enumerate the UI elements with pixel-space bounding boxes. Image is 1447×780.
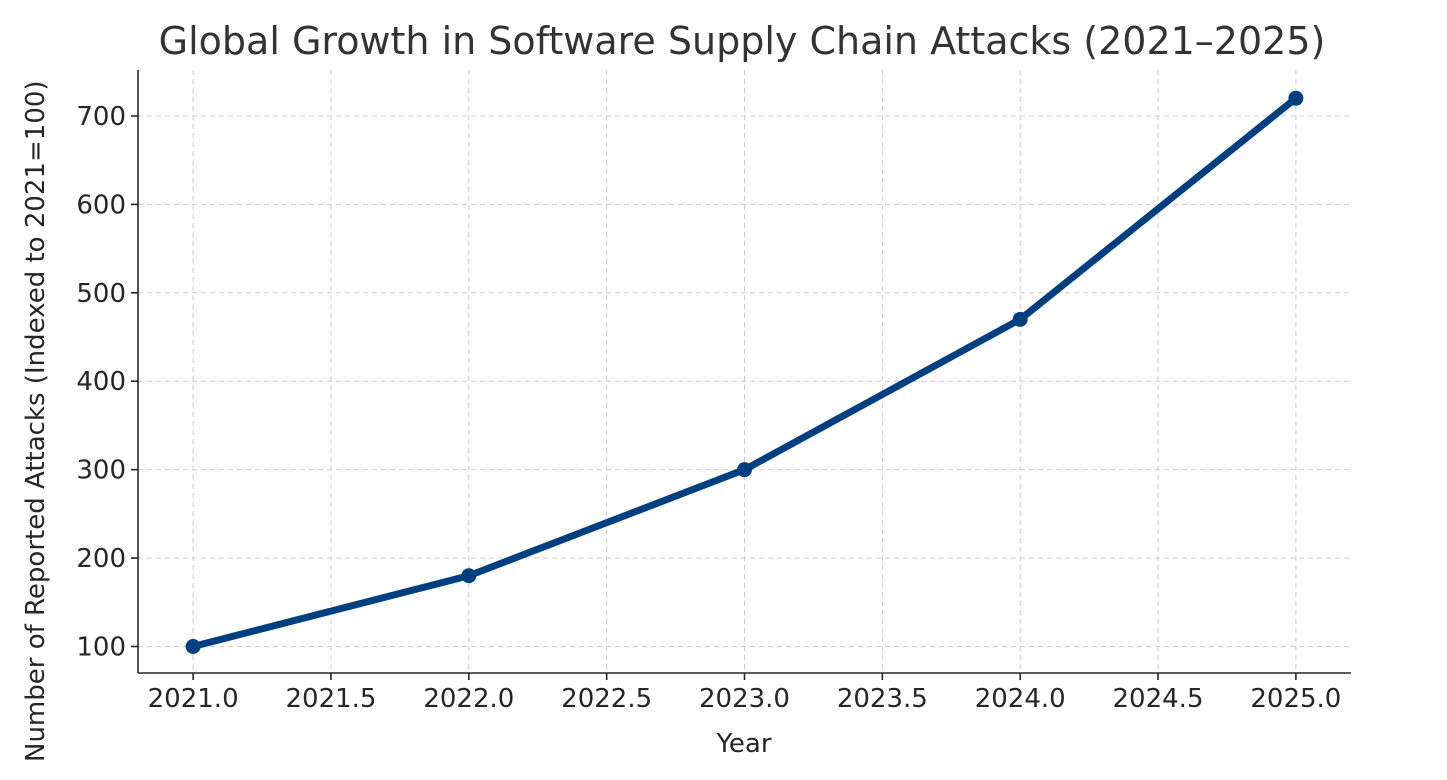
y-tick-label: 500 xyxy=(76,279,126,309)
x-tick-label: 2022.0 xyxy=(423,684,514,714)
x-axis-label: Year xyxy=(715,729,771,759)
y-axis-label: Number of Reported Attacks (Indexed to 2… xyxy=(21,80,51,762)
data-point xyxy=(1288,90,1304,106)
axes-layer: 2021.0 2021.5 2022.0 2022.5 2023.0 2023.5 2024… xyxy=(76,70,1351,714)
x-tick-label: 2021.5 xyxy=(285,684,376,714)
y-tick-label: 700 xyxy=(76,102,126,132)
labels-layer: Global Growth in Software Supply Chain A… xyxy=(21,19,1325,762)
x-tick-label: 2023.0 xyxy=(699,684,790,714)
data-point xyxy=(461,568,477,584)
y-tick-label: 400 xyxy=(76,367,126,397)
chart-title: Global Growth in Software Supply Chain A… xyxy=(159,19,1326,63)
x-tick-label: 2025.0 xyxy=(1250,684,1341,714)
y-tick-label: 300 xyxy=(76,456,126,486)
x-tick-label: 2022.5 xyxy=(561,684,652,714)
x-tick-label: 2023.5 xyxy=(837,684,928,714)
data-point xyxy=(1012,311,1028,327)
y-tick-label: 600 xyxy=(76,190,126,220)
y-tick-label: 200 xyxy=(76,544,126,574)
x-tick-label: 2024.5 xyxy=(1113,684,1204,714)
x-tick-label: 2021.0 xyxy=(148,684,239,714)
y-tick-label: 100 xyxy=(76,632,126,662)
data-point xyxy=(737,462,752,478)
x-tick-label: 2024.0 xyxy=(975,684,1066,714)
series-layer xyxy=(185,90,1304,654)
grid-layer xyxy=(138,70,1351,673)
data-point xyxy=(185,638,201,654)
